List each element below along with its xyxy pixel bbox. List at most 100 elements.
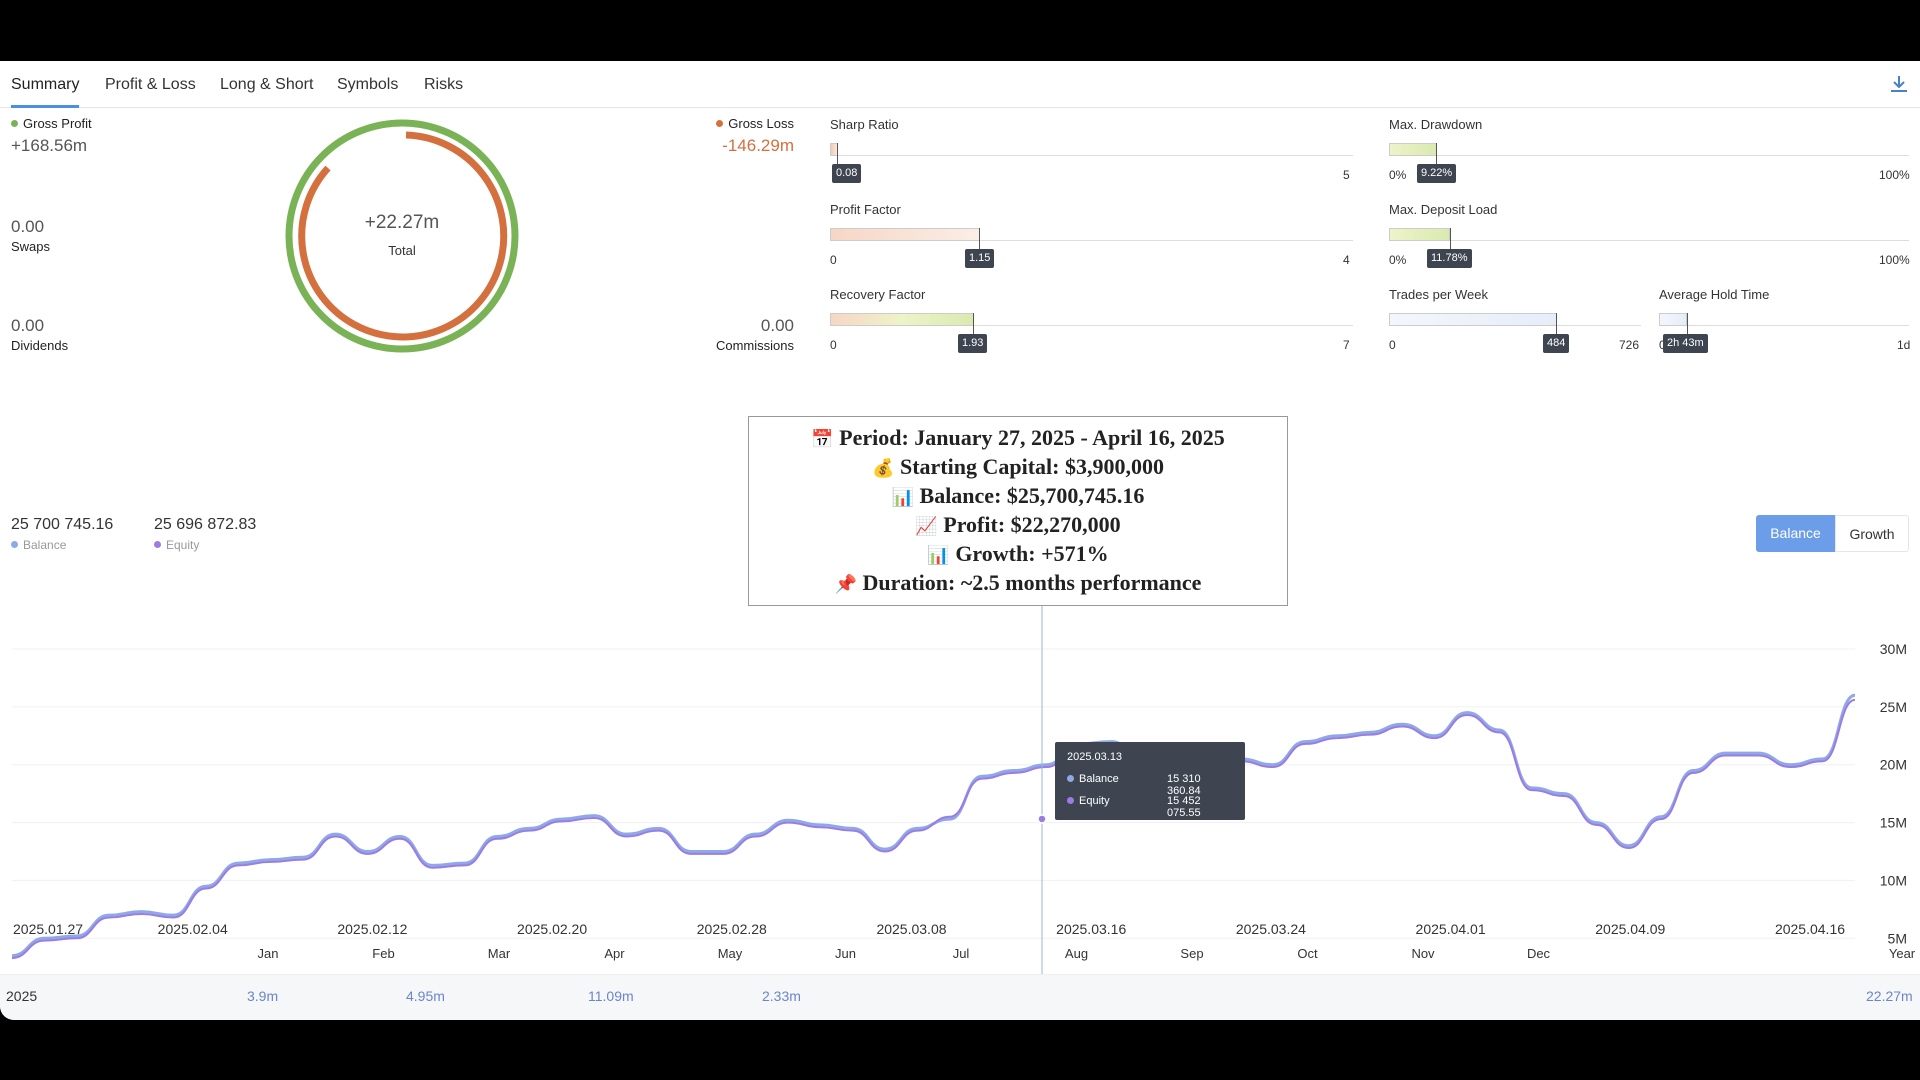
trend-up-icon: 📈 xyxy=(915,516,938,537)
x-tick-label: 2025.01.27 xyxy=(13,921,83,937)
x-tick-label: 2025.03.16 xyxy=(1056,921,1126,937)
max-drawdown-min: 0% xyxy=(1389,168,1407,182)
top-black-bar xyxy=(0,0,1920,61)
tooltip-equity-value: 15 452 075.55 xyxy=(1167,795,1201,819)
jan-value: 3.9m xyxy=(247,988,279,1004)
feb-value: 4.95m xyxy=(406,988,445,1004)
profit-factor-min: 0 xyxy=(830,253,837,267)
recovery-factor-min: 0 xyxy=(830,338,837,352)
month-label: Year xyxy=(1889,946,1916,961)
avg-hold-time-min: 0 xyxy=(1659,338,1666,352)
y-tick-label: 25M xyxy=(1880,699,1907,715)
recovery-factor-track xyxy=(974,325,1353,326)
info-duration-text: Duration: ~2.5 months performance xyxy=(862,570,1202,595)
x-tick-label: 2025.03.08 xyxy=(876,921,946,937)
trades-per-week-title: Trades per Week xyxy=(1389,287,1488,302)
avg-hold-time-fill xyxy=(1659,313,1687,326)
gross-loss-value: -146.29m xyxy=(722,136,794,155)
month-label: Apr xyxy=(604,946,625,961)
profit-dot-icon xyxy=(11,120,18,128)
info-period: 📅 Period: January 27, 2025 - April 16, 2… xyxy=(749,423,1287,452)
balance-toggle-button[interactable]: Balance xyxy=(1756,515,1835,552)
money-bag-icon: 💰 xyxy=(872,458,895,479)
max-deposit-load-value: 11.78% xyxy=(1427,249,1472,268)
tooltip-equity-dot-icon xyxy=(1067,796,1074,804)
max-deposit-load-max: 100% xyxy=(1879,253,1910,267)
tab-profit-loss[interactable]: Profit & Loss xyxy=(105,76,196,93)
equity-series-line xyxy=(11,698,1856,959)
swaps-value: 0.00 xyxy=(11,217,45,236)
month-label: Mar xyxy=(488,946,511,961)
mar-value: 11.09m xyxy=(588,988,634,1004)
trades-per-week-max: 726 xyxy=(1619,338,1640,352)
sharp-ratio-marker xyxy=(837,143,838,165)
month-label: Jul xyxy=(953,946,970,961)
bar-chart-icon: 📊 xyxy=(891,487,915,508)
sharp-ratio-title: Sharp Ratio xyxy=(830,117,899,132)
info-duration: 📌 Duration: ~2.5 months performance xyxy=(749,568,1287,597)
year-label: 2025 xyxy=(6,988,38,1004)
gross-loss-ring xyxy=(298,131,508,341)
max-drawdown-value: 9.22% xyxy=(1417,164,1457,183)
gross-loss-label-text: Gross Loss xyxy=(728,116,794,131)
sharp-ratio-max: 5 xyxy=(1343,168,1350,182)
avg-hold-time-track xyxy=(1687,325,1909,326)
recovery-factor-max: 7 xyxy=(1343,338,1350,352)
month-label: Feb xyxy=(372,946,394,961)
y-tick-label: 15M xyxy=(1880,815,1907,831)
tooltip-equity-label: Equity xyxy=(1079,795,1110,807)
tooltip-date: 2025.03.13 xyxy=(1067,751,1123,763)
tab-risks[interactable]: Risks xyxy=(424,76,464,93)
tooltip-balance-dot-icon xyxy=(1067,774,1074,782)
balance-series-line xyxy=(11,693,1856,958)
month-label: Jun xyxy=(835,946,856,961)
tooltip-balance-value: 15 310 360.84 xyxy=(1167,773,1201,797)
gross-profit-value: +168.56m xyxy=(11,136,88,155)
tooltip-balance-label: Balance xyxy=(1079,773,1119,785)
report-panel: Summary Profit & Loss Long & Short Symbo… xyxy=(0,61,1920,1020)
info-balance: 📊 Balance: $25,700,745.16 xyxy=(749,481,1287,510)
info-balance-text: Balance: $25,700,745.16 xyxy=(919,483,1145,508)
commissions-value: 0.00 xyxy=(760,316,794,335)
x-tick-label: 2025.03.24 xyxy=(1236,921,1306,937)
max-drawdown-track xyxy=(1437,155,1909,156)
download-icon[interactable] xyxy=(1888,73,1910,95)
dividends-label: Dividends xyxy=(11,338,69,353)
tab-long-short[interactable]: Long & Short xyxy=(220,76,314,93)
equity-dot-icon xyxy=(154,541,161,549)
sharp-ratio-track xyxy=(838,155,1353,156)
month-label: Nov xyxy=(1411,946,1435,961)
tab-symbols[interactable]: Symbols xyxy=(337,76,399,93)
info-capital-text: Starting Capital: $3,900,000 xyxy=(899,454,1164,479)
gross-profit-label: Gross Profit xyxy=(11,116,92,131)
balance-dot-icon xyxy=(11,541,18,549)
max-deposit-load-marker xyxy=(1450,228,1451,250)
growth-toggle-button[interactable]: Growth xyxy=(1835,515,1909,552)
profit-factor-max: 4 xyxy=(1343,253,1350,267)
apr-value: 2.33m xyxy=(762,988,801,1004)
total-label: Total xyxy=(388,243,416,258)
equity-legend-label: Equity xyxy=(154,538,199,552)
y-tick-label: 20M xyxy=(1880,757,1907,773)
month-label: Dec xyxy=(1527,946,1551,961)
trades-per-week-track xyxy=(1557,325,1641,326)
dividends-value: 0.00 xyxy=(11,316,45,335)
calendar-icon: 📅 xyxy=(811,429,834,450)
bar-chart-icon: 📊 xyxy=(927,545,950,566)
trades-per-week-value: 484 xyxy=(1543,334,1570,353)
avg-hold-time-title: Average Hold Time xyxy=(1659,287,1770,302)
month-label: Sep xyxy=(1180,946,1203,961)
balance-legend-label: Balance xyxy=(11,538,66,552)
y-tick-label: 30M xyxy=(1880,641,1907,657)
info-overlay: 📅 Period: January 27, 2025 - April 16, 2… xyxy=(748,416,1288,606)
max-deposit-load-fill xyxy=(1389,228,1450,241)
x-tick-label: 2025.02.04 xyxy=(158,921,228,937)
max-deposit-load-title: Max. Deposit Load xyxy=(1389,202,1498,217)
avg-hold-time-value: 2h 43m xyxy=(1663,334,1708,353)
max-drawdown-max: 100% xyxy=(1879,168,1910,182)
month-label: May xyxy=(718,946,743,961)
balance-equity-chart[interactable]: 5M 10M 15M 20M 25M 30M 2025.01.27 2025.02.04 202… xyxy=(0,61,1920,974)
chart-tooltip: 2025.03.13 Balance 15 310 360.84 Equity 15… xyxy=(1055,742,1245,820)
gross-loss-label: Gross Loss xyxy=(714,116,794,131)
tab-summary[interactable]: Summary xyxy=(11,61,80,108)
